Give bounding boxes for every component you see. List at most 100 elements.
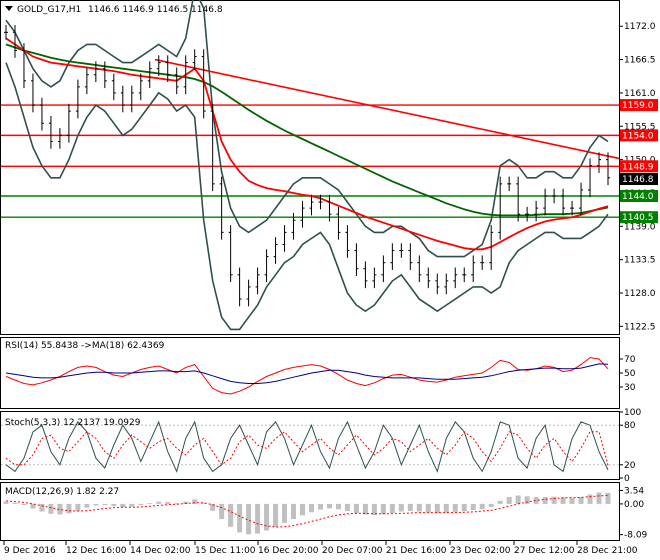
macd-hist-bar xyxy=(291,503,297,520)
macd-hist-bar xyxy=(425,503,431,513)
main-panel[interactable] xyxy=(0,0,620,335)
macd-hist-bar xyxy=(228,503,234,527)
macd-hist-bar xyxy=(300,503,306,516)
macd-hist-bar xyxy=(380,503,386,515)
macd-hist-bar xyxy=(317,503,323,510)
macd-hist-bar xyxy=(605,492,611,504)
main-series-layer xyxy=(1,0,620,331)
current-price-text: 1146.8 xyxy=(622,175,654,185)
macd-hist-bar xyxy=(524,496,530,504)
stoch-tick-label: 20 xyxy=(624,461,636,471)
y-tick-label: 1161.0 xyxy=(624,89,656,99)
macd-hist-bar xyxy=(560,497,566,504)
macd-hist-bar xyxy=(443,503,449,513)
dropdown-triangle-icon[interactable] xyxy=(5,6,13,11)
macd-hist-bar xyxy=(569,498,575,504)
macd-hist-bar xyxy=(587,494,593,504)
macd-hist-bar xyxy=(479,503,485,510)
y-tick-label: 1172.0 xyxy=(624,22,656,32)
x-tick-label: 27 Dec 12:00 xyxy=(514,546,575,556)
macd-hist-bar xyxy=(111,503,117,507)
macd-hist-bar xyxy=(434,503,440,514)
macd-hist-bar xyxy=(407,503,413,512)
macd-hist-bar xyxy=(578,497,584,504)
macd-hist-bar xyxy=(533,497,539,504)
rsi-series-layer xyxy=(5,357,609,395)
macd-hist-bar xyxy=(335,503,341,510)
bollinger-upper xyxy=(5,0,609,258)
macd-hist-bar xyxy=(138,503,144,506)
macd-hist-bar xyxy=(129,503,135,507)
rsi-ma-line xyxy=(5,363,609,384)
macd-tick-label: -8.09 xyxy=(624,531,648,541)
trendline[interactable] xyxy=(154,58,620,160)
macd-hist-bar xyxy=(237,503,243,533)
macd-hist-bar xyxy=(389,503,395,514)
stoch-tick-label: 80 xyxy=(624,421,636,431)
stoch-d-line xyxy=(5,431,609,466)
macd-hist-bar xyxy=(165,502,171,504)
level-price-text: 1140.5 xyxy=(622,213,654,223)
macd-hist-bar xyxy=(515,495,521,504)
stoch-series-layer xyxy=(1,420,619,473)
ohlc-readout: 1146.6 1146.9 1146.5 1146.8 xyxy=(88,5,223,15)
macd-hist-bar xyxy=(120,503,126,508)
x-tick-label: 21 Dec 16:00 xyxy=(386,546,447,556)
stoch-label: Stoch(5,3,3) 12.2137 19.0929 xyxy=(5,418,141,428)
x-tick-label: 14 Dec 02:00 xyxy=(130,546,191,556)
level-price-tag xyxy=(620,129,658,142)
macd-label: MACD(12,26,9) 1.82 2.27 xyxy=(5,487,119,497)
macd-hist-bar xyxy=(542,497,548,504)
macd-hist-bar xyxy=(183,501,189,504)
macd-hist-bar xyxy=(264,503,270,531)
macd-hist-bar xyxy=(470,503,476,510)
y-tick-label: 1128.0 xyxy=(624,289,656,299)
macd-hist-bar xyxy=(66,503,72,514)
macd-tick-label: 0.00 xyxy=(624,500,644,510)
y-tick-label: 1166.5 xyxy=(624,56,656,66)
x-tick-label: 9 Dec 2016 xyxy=(4,546,56,556)
level-price-text: 1154.0 xyxy=(622,131,654,141)
y-tick-label: 1122.5 xyxy=(624,322,656,332)
macd-hist-bar xyxy=(174,503,180,504)
macd-hist-bar xyxy=(210,503,216,511)
macd-hist-bar xyxy=(201,502,207,504)
stoch-tick-label: 0 xyxy=(624,474,630,484)
y-tick-label: 1139.0 xyxy=(624,222,656,232)
level-price-tag xyxy=(620,99,658,112)
macd-hist-bar xyxy=(57,503,63,515)
macd-hist-bar xyxy=(362,503,368,515)
axis-layer: 1172.01166.51161.01155.51150.01144.51139… xyxy=(3,22,658,556)
x-tick-label: 23 Dec 02:00 xyxy=(450,546,511,556)
macd-hist-bar xyxy=(344,503,350,512)
macd-hist-bar xyxy=(551,496,557,504)
bollinger-lower xyxy=(5,62,609,331)
macd-hist-bar xyxy=(282,503,288,523)
stoch-tick-label: 100 xyxy=(624,408,641,418)
macd-hist-bar xyxy=(48,503,54,514)
y-tick-label: 1155.5 xyxy=(624,122,656,132)
stoch-k-line xyxy=(5,420,609,473)
level-price-tag xyxy=(620,160,658,173)
macd-hist-bar xyxy=(596,492,602,504)
rsi-tick-label: 50 xyxy=(624,369,636,379)
macd-hist-bar xyxy=(156,501,162,504)
current-price-tag xyxy=(620,173,658,186)
macd-hist-bar xyxy=(488,503,494,507)
y-tick-label: 1133.5 xyxy=(624,256,656,266)
symbol-title: GOLD_G17,H1 xyxy=(17,5,81,15)
macd-hist-bar xyxy=(246,503,252,535)
stoch-panel[interactable] xyxy=(0,411,620,480)
macd-hist-bar xyxy=(461,503,467,512)
rsi-tick-label: 70 xyxy=(624,355,636,365)
macd-hist-bar xyxy=(75,503,81,511)
level-price-text: 1148.9 xyxy=(622,162,654,172)
macd-series-layer xyxy=(3,492,611,535)
macd-hist-bar xyxy=(452,503,458,512)
macd-hist-bar xyxy=(219,503,225,520)
x-tick-label: 16 Dec 20:00 xyxy=(258,546,319,556)
macd-hist-bar xyxy=(326,503,332,509)
macd-hist-bar xyxy=(506,497,512,504)
macd-tick-label: 3.54 xyxy=(624,486,644,496)
